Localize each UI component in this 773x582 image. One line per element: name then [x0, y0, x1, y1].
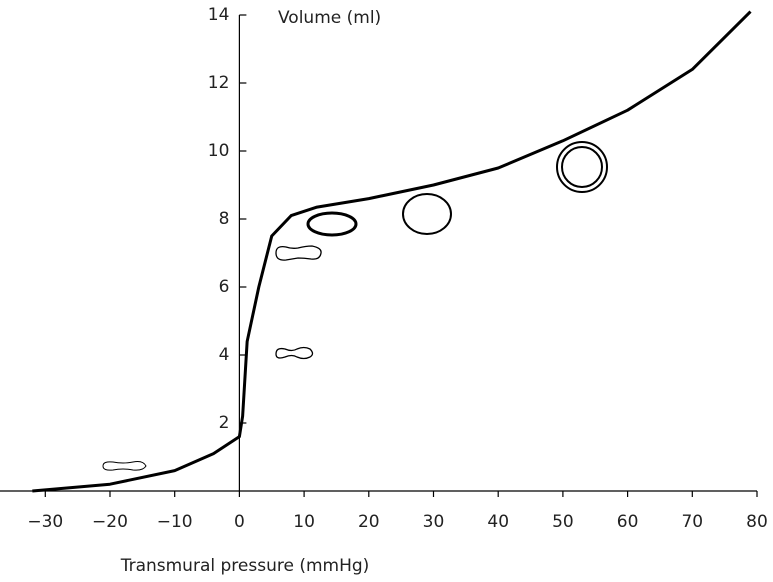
collapsed-shape — [102, 461, 147, 471]
x-tick-label: 40 — [487, 512, 509, 532]
y-tick-label: 12 — [208, 73, 230, 93]
y-tick-label: 8 — [219, 209, 230, 229]
x-axis-label: Transmural pressure (mmHg) — [120, 556, 370, 576]
y-tick-label: 14 — [208, 5, 230, 25]
x-tick-label: 20 — [358, 512, 380, 532]
collapsed-shape — [275, 346, 314, 360]
round-shape-inner — [561, 146, 603, 188]
x-tick-label: −20 — [92, 512, 128, 532]
round-shape — [402, 193, 452, 235]
y-tick-label: 4 — [219, 345, 230, 365]
curve — [32, 10, 752, 493]
y-tick-label: 6 — [219, 277, 230, 297]
y-tick-label: 2 — [219, 413, 230, 433]
x-tick-label: 60 — [617, 512, 639, 532]
x-tick-label: 0 — [234, 512, 245, 532]
x-tick-label: −30 — [27, 512, 63, 532]
x-tick-label: 10 — [293, 512, 315, 532]
x-tick-label: 70 — [681, 512, 703, 532]
y-tick-label: 10 — [208, 141, 230, 161]
x-tick-label: 80 — [746, 512, 768, 532]
x-tick-label: −10 — [157, 512, 193, 532]
elliptic-shape — [306, 211, 358, 237]
partial-shape — [275, 245, 322, 261]
vessel-shapes — [102, 141, 608, 471]
x-tick-label: 30 — [423, 512, 445, 532]
x-tick-label: 50 — [552, 512, 574, 532]
y-axis-label: Volume (ml) — [278, 8, 381, 28]
round-shape-outer — [556, 141, 608, 193]
